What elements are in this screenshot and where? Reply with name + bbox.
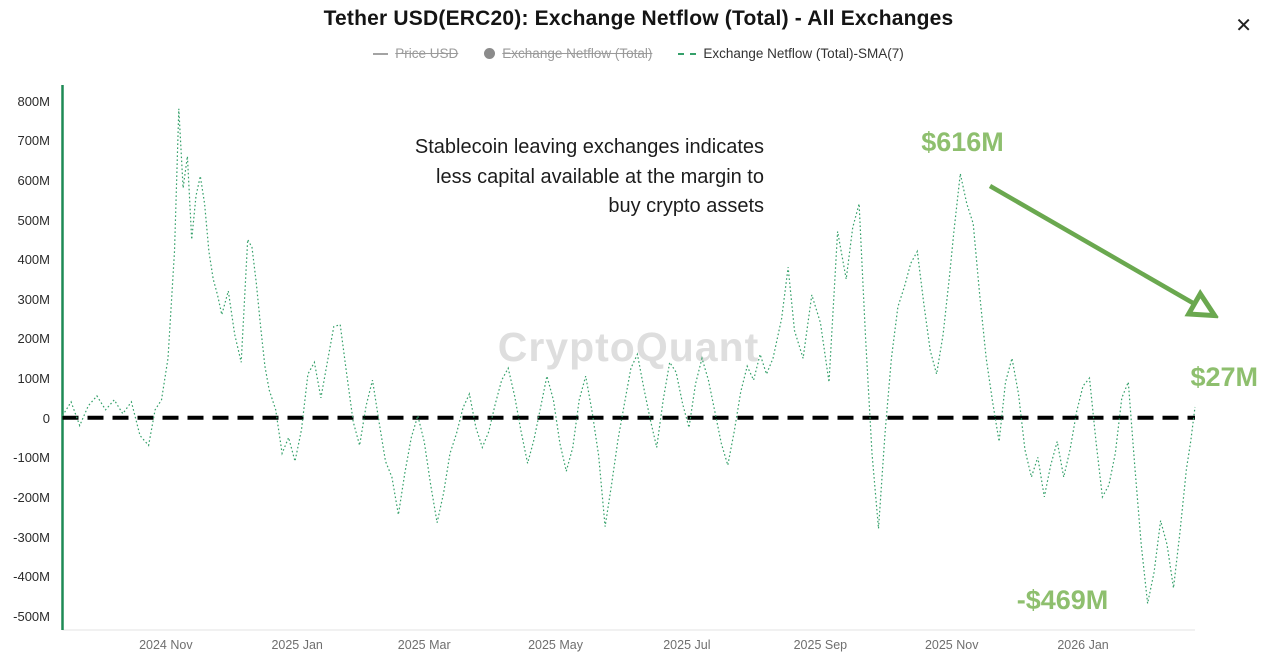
y-tick-label: -400M (13, 569, 50, 585)
x-tick-label: 2025 Sep (793, 638, 848, 652)
x-tick-label: 2025 Jul (663, 638, 711, 652)
dot-swatch-icon (484, 48, 496, 59)
y-tick-label: 100M (17, 371, 50, 387)
note-line: Stablecoin leaving exchanges indicates (414, 136, 764, 158)
note-line: less capital available at the margin to (436, 165, 764, 188)
y-tick-label: 300M (17, 291, 50, 307)
y-tick-label: 800M (17, 93, 50, 109)
close-button[interactable]: ✕ (1232, 13, 1255, 39)
netflow-sma-line (61, 108, 1196, 604)
close-icon: ✕ (1235, 15, 1252, 37)
y-tick-label: -100M (13, 450, 50, 466)
y-tick-label: 700M (17, 133, 50, 149)
y-tick-label: -200M (13, 489, 50, 505)
legend-item-label: Exchange Netflow (Total)-SMA(7) (703, 46, 904, 61)
legend-item[interactable]: Price USD (373, 46, 458, 61)
x-tick-label: 2025 Mar (397, 638, 451, 652)
x-tick-label: 2024 Nov (139, 638, 193, 652)
y-tick-label: -500M (13, 608, 50, 624)
x-tick-label: 2025 Nov (924, 638, 979, 652)
legend-item-label: Exchange Netflow (Total) (502, 46, 653, 61)
y-tick-label: -300M (13, 529, 50, 545)
dashed-line-swatch-icon (678, 52, 697, 55)
note-line: buy crypto assets (608, 195, 764, 217)
legend: Price USD Exchange Netflow (Total) Exchang… (0, 46, 1277, 61)
legend-item[interactable]: Exchange Netflow (Total) (484, 46, 652, 61)
latest-value-label: $27M (1190, 362, 1258, 392)
y-tick-label: 200M (17, 331, 50, 347)
legend-item[interactable]: Exchange Netflow (Total)-SMA(7) (678, 46, 904, 61)
x-tick-label: 2025 Jan (271, 638, 323, 652)
x-tick-label: 2026 Jan (1057, 638, 1109, 652)
y-tick-label: 600M (17, 173, 50, 189)
peak-value-label: $616M (921, 127, 1004, 157)
note-annotation: Stablecoin leaving exchanges indicates l… (340, 133, 764, 222)
legend-item-label: Price USD (395, 46, 459, 61)
y-tick-label: 0 (42, 410, 50, 426)
page-title: Tether USD(ERC20): Exchange Netflow (Tot… (323, 7, 954, 30)
downtrend-arrow-icon (988, 184, 1212, 314)
x-tick-label: 2025 May (528, 638, 583, 652)
y-tick-label: 400M (17, 252, 50, 268)
watermark: CryptoQuant (497, 324, 760, 370)
line-swatch-icon (373, 52, 389, 55)
trough-value-label: -$469M (1016, 585, 1109, 615)
y-tick-label: 500M (17, 212, 50, 228)
